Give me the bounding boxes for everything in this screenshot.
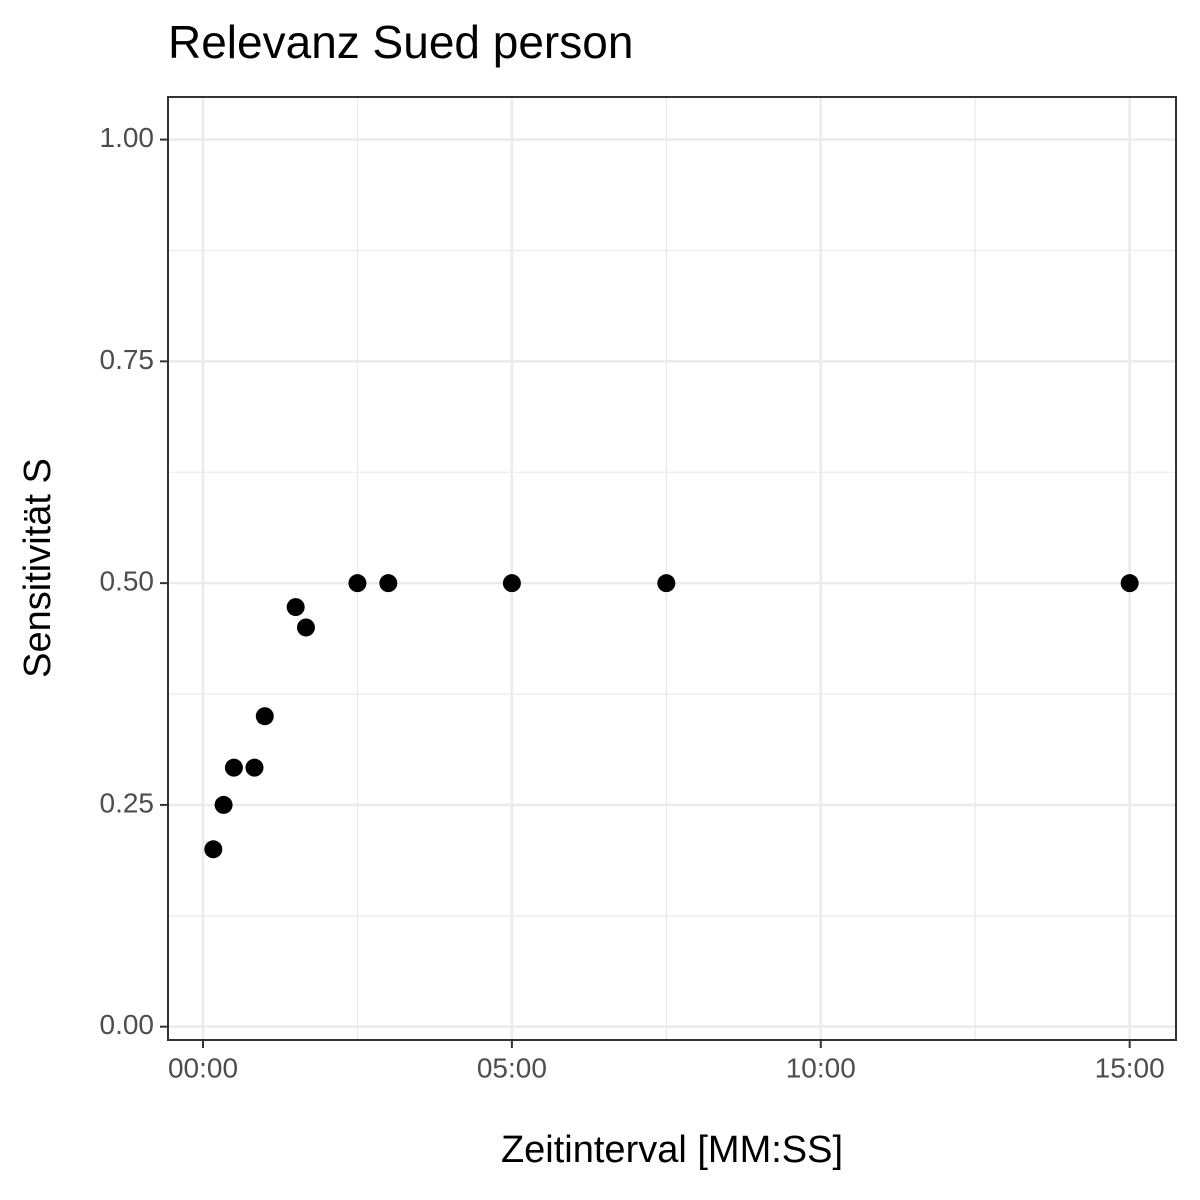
y-tick-label: 0.50 xyxy=(100,566,155,597)
chart-title: Relevanz Sued person xyxy=(168,16,633,68)
x-tick-label: 10:00 xyxy=(786,1052,856,1083)
x-tick-label: 05:00 xyxy=(477,1052,547,1083)
point xyxy=(255,707,274,726)
point xyxy=(502,574,521,593)
x-tick-label: 00:00 xyxy=(168,1052,238,1083)
y-tick-label: 0.00 xyxy=(100,1009,155,1040)
point xyxy=(204,840,223,859)
point xyxy=(296,618,315,637)
point xyxy=(657,574,676,593)
y-tick-label: 1.00 xyxy=(100,122,155,153)
point xyxy=(224,758,243,777)
point xyxy=(1120,574,1139,593)
point xyxy=(214,795,233,814)
y-axis-label: Sensitivität S xyxy=(17,458,59,678)
x-tick-label: 15:00 xyxy=(1095,1052,1165,1083)
plot-border xyxy=(167,96,1177,1041)
y-tick-label: 0.75 xyxy=(100,344,155,375)
point xyxy=(348,574,367,593)
point xyxy=(379,574,398,593)
point xyxy=(245,758,264,777)
x-axis-label: Zeitinterval [MM:SS] xyxy=(501,1129,843,1171)
point xyxy=(286,598,305,617)
y-tick-label: 0.25 xyxy=(100,787,155,818)
